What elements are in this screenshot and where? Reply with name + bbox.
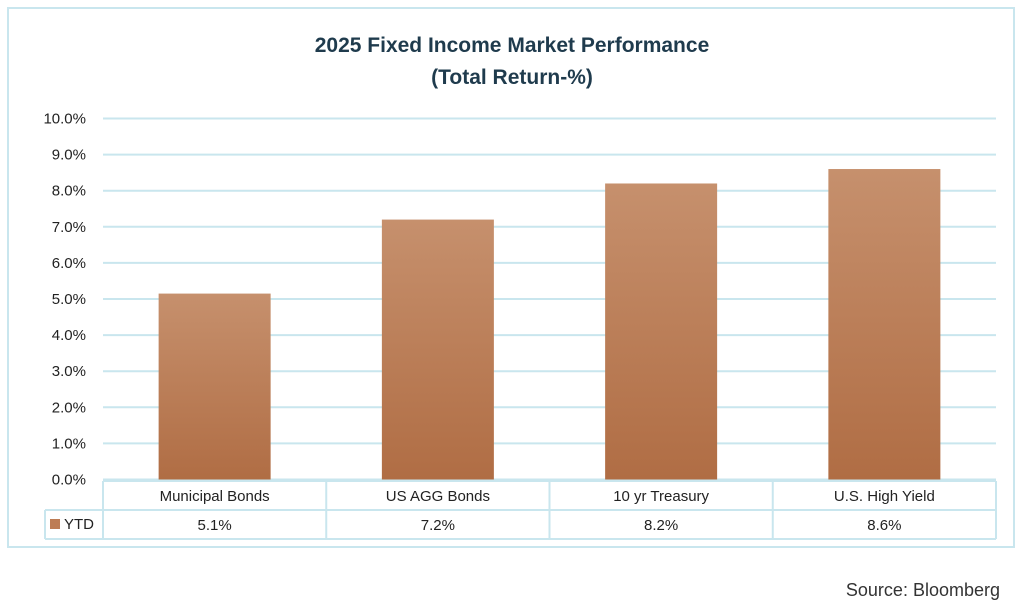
- legend-swatch: [50, 519, 60, 529]
- y-tick-label: 2.0%: [52, 399, 86, 416]
- category-label: 10 yr Treasury: [613, 488, 709, 505]
- data-label: 8.2%: [644, 517, 678, 534]
- source-note: Source: Bloomberg: [845, 580, 1000, 600]
- data-label: 5.1%: [198, 517, 232, 534]
- y-tick-label: 9.0%: [52, 147, 86, 164]
- y-tick-label: 3.0%: [52, 363, 86, 380]
- y-tick-label: 6.0%: [52, 255, 86, 272]
- chart-subtitle: (Total Return-%): [431, 66, 593, 89]
- y-tick-label: 10.0%: [43, 111, 86, 128]
- bar: [828, 169, 941, 480]
- category-label: US AGG Bonds: [386, 488, 490, 505]
- data-label: 8.6%: [867, 517, 901, 534]
- data-label: 7.2%: [421, 517, 455, 534]
- bars: [158, 169, 941, 480]
- y-tick-label: 7.0%: [52, 219, 86, 236]
- y-tick-label: 4.0%: [52, 327, 86, 344]
- y-tick-label: 0.0%: [52, 472, 86, 489]
- y-tick-label: 1.0%: [52, 435, 86, 452]
- category-label: U.S. High Yield: [834, 488, 935, 505]
- data-table: Municipal Bonds 5.1% US AGG Bonds 7.2% 10 yr…: [44, 480, 997, 540]
- legend-label: YTD: [64, 516, 94, 533]
- bar: [381, 219, 494, 480]
- y-axis-ticks: 0.0% 1.0% 2.0% 3.0% 4.0% 5.0% 6.0% 7.0% 8.0% 9.0%…: [43, 111, 86, 489]
- bar: [605, 183, 718, 480]
- y-tick-label: 5.0%: [52, 291, 86, 308]
- chart-title: 2025 Fixed Income Market Performance: [315, 34, 710, 57]
- y-tick-label: 8.0%: [52, 183, 86, 200]
- bar: [158, 293, 271, 480]
- category-label: Municipal Bonds: [160, 488, 270, 505]
